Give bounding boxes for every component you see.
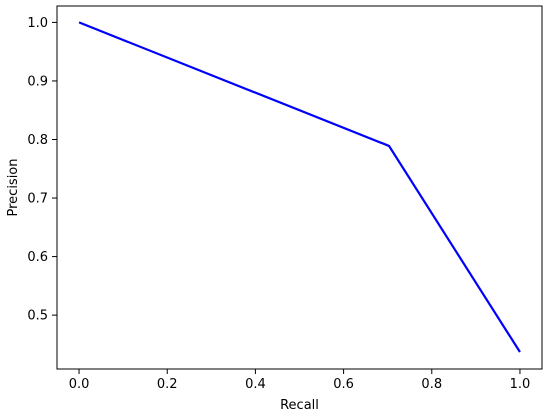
y-tick-label: 0.9 (27, 74, 48, 89)
x-axis-ticks: 0.0 0.2 0.4 0.6 0.8 1.0 (69, 369, 531, 392)
x-tick-label: 1.0 (510, 377, 531, 392)
plot-frame (56, 5, 543, 370)
x-tick-label: 0.0 (69, 377, 90, 392)
x-axis-label: Recall (280, 398, 319, 413)
y-tick-label: 1.0 (27, 16, 48, 31)
series-layer (78, 21, 521, 353)
y-tick-label: 0.6 (27, 250, 48, 265)
plot-area (57, 6, 542, 369)
y-tick-label: 0.5 (27, 309, 48, 324)
y-axis-ticks: 0.5 0.6 0.7 0.8 0.9 1.0 (27, 16, 57, 324)
x-tick-label: 0.8 (421, 377, 442, 392)
x-tick-label: 0.2 (157, 377, 178, 392)
x-tick-label: 0.4 (245, 377, 266, 392)
y-tick-label: 0.8 (27, 133, 48, 148)
x-tick-label: 0.6 (333, 377, 354, 392)
y-axis-label: Precision (6, 158, 21, 216)
y-tick-label: 0.7 (27, 192, 48, 207)
